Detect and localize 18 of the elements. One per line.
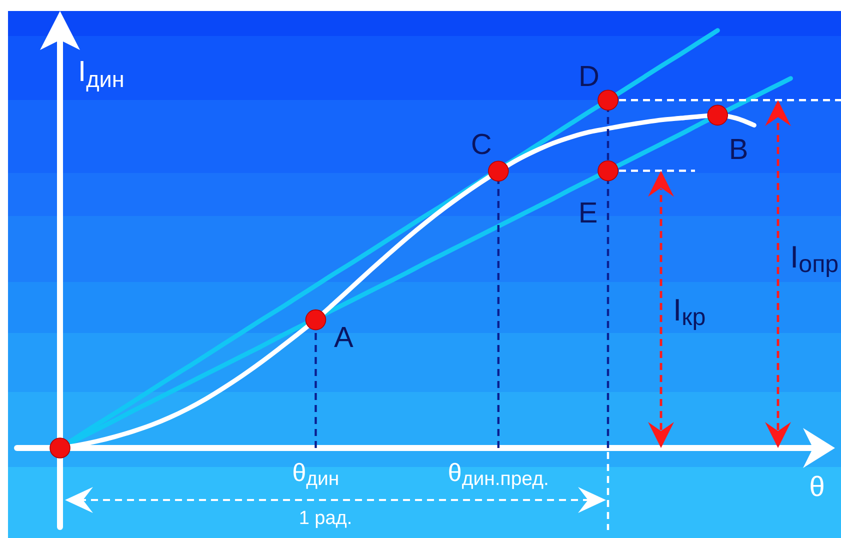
annotation: C: [470, 129, 492, 162]
annotation: D: [578, 61, 600, 94]
annotation: B: [728, 134, 748, 166]
annotation: I$_{опр}$: [790, 239, 839, 278]
y-axis-title: I$_{дин}$: [78, 56, 124, 92]
annotation: E: [578, 198, 598, 230]
point: [305, 309, 326, 330]
point: [50, 438, 70, 458]
point: [598, 160, 618, 182]
point: [707, 104, 728, 126]
x-tick-label: θ$_{дин.пред.}$: [448, 459, 549, 490]
annotation: I$_{кр}$: [673, 292, 706, 330]
annotation: A: [334, 322, 354, 354]
x-tick-label: θ$_{дин}$: [292, 459, 340, 490]
point: [598, 90, 618, 111]
x-axis-title: θ: [809, 470, 825, 502]
text: 1 рад.: [298, 508, 352, 528]
point: [488, 160, 509, 182]
